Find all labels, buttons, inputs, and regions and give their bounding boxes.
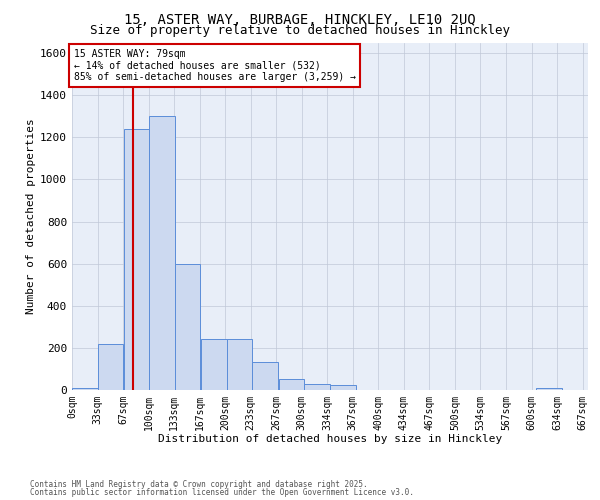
Bar [252, 362, 278, 390]
Bar [278, 380, 304, 390]
Bar [227, 340, 252, 390]
Bar [149, 116, 175, 390]
Text: Size of property relative to detached houses in Hinckley: Size of property relative to detached ho… [90, 24, 510, 37]
Text: 15, ASTER WAY, BURBAGE, HINCKLEY, LE10 2UQ: 15, ASTER WAY, BURBAGE, HINCKLEY, LE10 2… [124, 12, 476, 26]
X-axis label: Distribution of detached houses by size in Hinckley: Distribution of detached houses by size … [158, 434, 502, 444]
Bar [72, 388, 98, 390]
Bar [201, 340, 227, 390]
Bar [98, 344, 123, 390]
Bar [536, 388, 562, 390]
Y-axis label: Number of detached properties: Number of detached properties [26, 118, 36, 314]
Bar [331, 384, 356, 390]
Bar [304, 384, 329, 390]
Text: 15 ASTER WAY: 79sqm
← 14% of detached houses are smaller (532)
85% of semi-detac: 15 ASTER WAY: 79sqm ← 14% of detached ho… [74, 49, 356, 82]
Bar [124, 129, 149, 390]
Text: Contains public sector information licensed under the Open Government Licence v3: Contains public sector information licen… [30, 488, 414, 497]
Bar [175, 264, 200, 390]
Text: Contains HM Land Registry data © Crown copyright and database right 2025.: Contains HM Land Registry data © Crown c… [30, 480, 368, 489]
